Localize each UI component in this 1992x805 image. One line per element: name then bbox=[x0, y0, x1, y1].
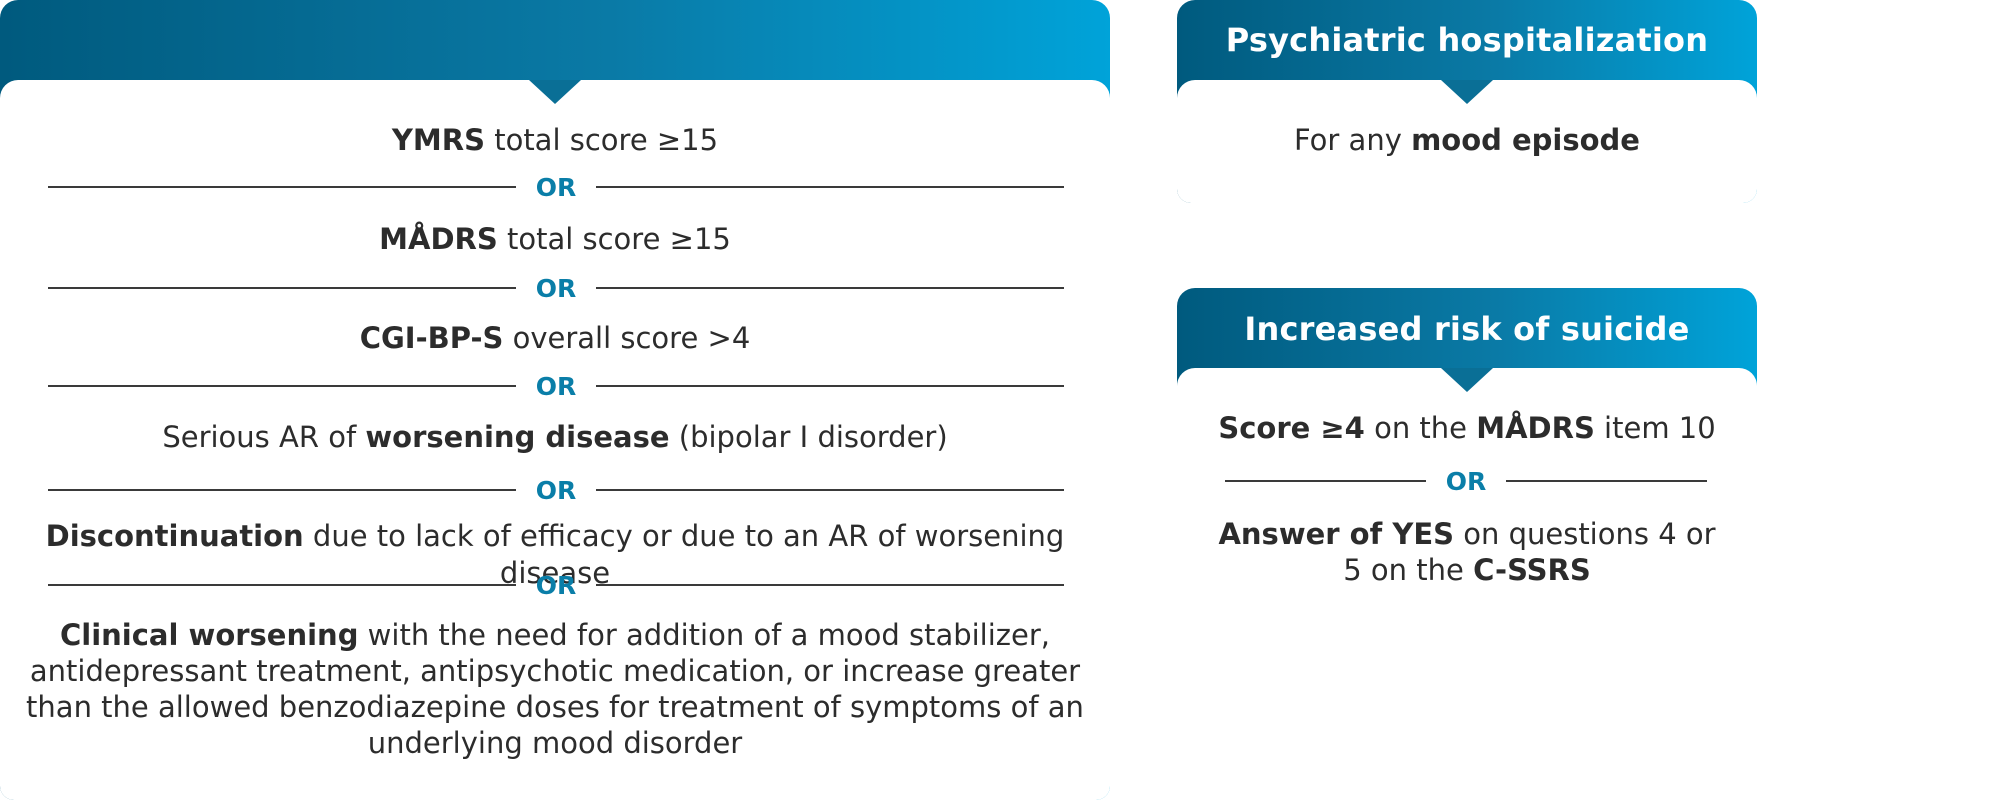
divider-line bbox=[48, 186, 516, 188]
or-divider-3: OR bbox=[48, 371, 1065, 401]
or-label: OR bbox=[535, 273, 577, 303]
divider-line bbox=[596, 489, 1065, 491]
criterion-madrs-text: total score ≥15 bbox=[497, 222, 731, 256]
suicide-risk-panel: Increased risk of suicide Score ≥4 on th… bbox=[1177, 288, 1757, 620]
criterion-serious-ar-pre: Serious AR of bbox=[162, 420, 366, 454]
criterion-clinical-worsening: Clinical worsening with the need for add… bbox=[0, 617, 1110, 761]
hospitalization-text: For any mood episode bbox=[1177, 122, 1757, 159]
or-divider-suicide: OR bbox=[1225, 466, 1708, 496]
suicide-on-the-2: 5 on the bbox=[1343, 553, 1474, 587]
criterion-clinical-worsening-line-1: Clinical worsening with the need for add… bbox=[0, 617, 1110, 653]
suicide-cssrs-bold: C-SSRS bbox=[1473, 553, 1591, 587]
criteria-panel-body: YMRS total score ≥15 OR MÅDRS total scor… bbox=[0, 80, 1110, 800]
criterion-madrs-bold: MÅDRS bbox=[379, 222, 498, 256]
or-label: OR bbox=[535, 475, 577, 505]
criterion-cgi-bp-s: CGI-BP-S overall score >4 bbox=[0, 320, 1110, 357]
suicide-risk-panel-body: Score ≥4 on the MÅDRS item 10 OR Answer … bbox=[1177, 368, 1757, 620]
suicide-risk-criterion-madrs: Score ≥4 on the MÅDRS item 10 bbox=[1177, 410, 1757, 447]
suicide-questions-text: on questions 4 or bbox=[1454, 517, 1716, 551]
criterion-cgi-bold: CGI-BP-S bbox=[359, 321, 504, 355]
divider-line bbox=[596, 287, 1065, 289]
suicide-risk-panel-title: Increased risk of suicide bbox=[1244, 310, 1690, 348]
divider-line bbox=[1506, 480, 1708, 482]
divider-line bbox=[596, 186, 1065, 188]
criterion-clinical-worsening-line-2: antidepressant treatment, antipsychotic … bbox=[29, 654, 1081, 688]
header-pointer bbox=[529, 80, 581, 104]
hospitalization-text-bold: mood episode bbox=[1411, 123, 1640, 157]
criterion-ymrs: YMRS total score ≥15 bbox=[0, 122, 1110, 159]
divider-line bbox=[48, 489, 516, 491]
header-pointer bbox=[1441, 80, 1493, 104]
hospitalization-panel-header: Psychiatric hospitalization bbox=[1177, 0, 1757, 80]
divider-line bbox=[48, 287, 516, 289]
criterion-madrs: MÅDRS total score ≥15 bbox=[0, 221, 1110, 258]
criteria-panel-header bbox=[0, 0, 1110, 84]
suicide-item-10: item 10 bbox=[1594, 411, 1716, 445]
or-label: OR bbox=[1445, 466, 1487, 496]
suicide-on-the: on the bbox=[1364, 411, 1477, 445]
suicide-risk-panel-header: Increased risk of suicide bbox=[1177, 288, 1757, 370]
divider-line bbox=[596, 584, 1065, 586]
criteria-panel: YMRS total score ≥15 OR MÅDRS total scor… bbox=[0, 0, 1110, 800]
suicide-risk-criterion-cssrs: Answer of YES on questions 4 or 5 on the… bbox=[1177, 516, 1757, 588]
suicide-answer-yes-bold: Answer of YES bbox=[1218, 517, 1455, 551]
criterion-discontinuation-text: due to lack of efficacy or due to an AR … bbox=[303, 519, 1065, 590]
header-pointer bbox=[1441, 368, 1493, 392]
criterion-clinical-worsening-text: with the need for addition of a mood sta… bbox=[358, 618, 1050, 652]
criterion-serious-ar-text: (bipolar I disorder) bbox=[669, 420, 948, 454]
hospitalization-panel-title: Psychiatric hospitalization bbox=[1225, 21, 1709, 59]
divider-line bbox=[1225, 480, 1426, 482]
criterion-ymrs-bold: YMRS bbox=[391, 123, 485, 157]
or-label: OR bbox=[535, 570, 577, 600]
or-divider-1: OR bbox=[48, 172, 1065, 202]
divider-line bbox=[48, 385, 516, 387]
or-divider-5: OR bbox=[48, 570, 1065, 600]
or-divider-4: OR bbox=[48, 475, 1065, 505]
or-label: OR bbox=[535, 172, 577, 202]
criterion-clinical-worsening-line-4: underlying mood disorder bbox=[367, 726, 743, 760]
suicide-cssrs-line-1: Answer of YES on questions 4 or bbox=[1177, 516, 1757, 552]
suicide-madrs-bold: MÅDRS bbox=[1476, 411, 1595, 445]
criterion-clinical-worsening-bold: Clinical worsening bbox=[59, 618, 359, 652]
criterion-serious-ar: Serious AR of worsening disease (bipolar… bbox=[0, 419, 1110, 456]
criterion-clinical-worsening-line-3: than the allowed benzodiazepine doses fo… bbox=[26, 690, 1084, 724]
divider-line bbox=[596, 385, 1065, 387]
criterion-ymrs-text: total score ≥15 bbox=[484, 123, 719, 157]
divider-line bbox=[48, 584, 516, 586]
hospitalization-panel: Psychiatric hospitalization For any mood… bbox=[1177, 0, 1757, 203]
criterion-serious-ar-bold: worsening disease bbox=[365, 420, 670, 454]
criterion-cgi-text: overall score >4 bbox=[503, 321, 751, 355]
criterion-discontinuation: Discontinuation due to lack of efficacy … bbox=[0, 518, 1110, 592]
or-divider-2: OR bbox=[48, 273, 1065, 303]
or-label: OR bbox=[535, 371, 577, 401]
hospitalization-panel-body: For any mood episode bbox=[1177, 80, 1757, 203]
criterion-discontinuation-bold: Discontinuation bbox=[45, 519, 304, 553]
hospitalization-text-pre: For any bbox=[1294, 123, 1412, 157]
suicide-cssrs-line-2: 5 on the C-SSRS bbox=[1177, 552, 1757, 588]
suicide-score-bold: Score ≥4 bbox=[1218, 411, 1365, 445]
